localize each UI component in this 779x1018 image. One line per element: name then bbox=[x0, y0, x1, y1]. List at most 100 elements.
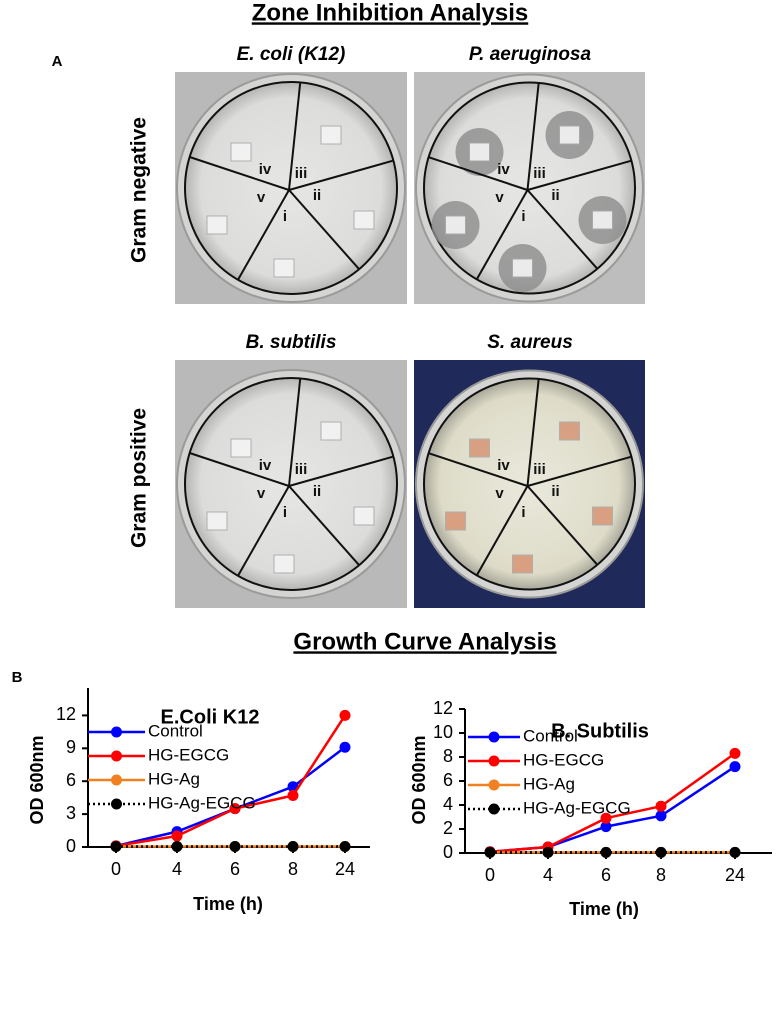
legend-label: Control bbox=[523, 726, 578, 745]
legend-label: HG-Ag-EGCG bbox=[148, 793, 256, 812]
sector-line bbox=[237, 189, 290, 281]
x-tick-label: 0 bbox=[485, 865, 495, 885]
sample-patch bbox=[445, 215, 466, 235]
x-tick-label: 6 bbox=[230, 859, 240, 879]
agar bbox=[184, 81, 398, 295]
y-tick-label: 10 bbox=[433, 722, 453, 742]
legend-marker bbox=[488, 803, 500, 815]
sector-line bbox=[526, 189, 599, 270]
x-axis-label: Time (h) bbox=[193, 894, 263, 914]
panel-b-title: Growth Curve Analysis bbox=[293, 628, 556, 655]
sector-label: iii bbox=[295, 461, 308, 478]
sector-line bbox=[288, 82, 302, 191]
sample-patch bbox=[230, 438, 252, 458]
sample-patch bbox=[559, 421, 580, 441]
sample-patch bbox=[320, 421, 342, 441]
sample-patch bbox=[469, 142, 490, 162]
y-tick-label: 6 bbox=[66, 770, 76, 790]
x-tick-label: 6 bbox=[601, 865, 611, 885]
sample-patch bbox=[592, 506, 613, 526]
sector-line bbox=[527, 159, 632, 191]
agar bbox=[423, 377, 636, 591]
data-point bbox=[171, 830, 183, 842]
sector-label: iii bbox=[533, 461, 546, 478]
sector-label: iii bbox=[295, 165, 308, 182]
sample-patch bbox=[273, 554, 295, 574]
sample-patch bbox=[206, 511, 228, 531]
sector-label: v bbox=[257, 189, 266, 206]
legend-marker bbox=[111, 774, 122, 786]
data-point bbox=[729, 846, 741, 858]
x-tick-label: 0 bbox=[111, 859, 121, 879]
x-tick-label: 24 bbox=[335, 859, 355, 879]
data-point bbox=[339, 741, 351, 753]
legend-marker bbox=[111, 750, 122, 762]
x-tick-label: 8 bbox=[288, 859, 298, 879]
sample-patch bbox=[512, 258, 533, 278]
y-tick-label: 3 bbox=[66, 803, 76, 823]
sector-line bbox=[475, 485, 529, 576]
sector-label: ii bbox=[313, 187, 321, 204]
sector-line bbox=[288, 378, 302, 487]
sector-line bbox=[527, 455, 632, 487]
x-tick-label: 4 bbox=[172, 859, 182, 879]
sample-patch bbox=[469, 438, 490, 458]
sector-line bbox=[288, 159, 394, 191]
data-point bbox=[229, 803, 241, 815]
data-point bbox=[484, 846, 496, 858]
sample-patch bbox=[273, 258, 295, 278]
x-tick-label: 8 bbox=[656, 865, 666, 885]
chart-title: E.Coli K12 bbox=[161, 706, 260, 728]
y-tick-label: 12 bbox=[433, 698, 453, 718]
sector-line bbox=[428, 452, 528, 487]
sector-label: i bbox=[521, 208, 525, 225]
y-tick-label: 9 bbox=[66, 737, 76, 757]
legend-label: HG-EGCG bbox=[148, 745, 229, 764]
sector-label: iv bbox=[259, 161, 272, 178]
sector-label: ii bbox=[551, 483, 559, 500]
data-point bbox=[171, 840, 183, 852]
data-point bbox=[287, 789, 299, 801]
sector-line bbox=[288, 485, 360, 566]
sample-patch bbox=[353, 210, 375, 230]
legend-label: HG-Ag-EGCG bbox=[523, 798, 631, 817]
legend-marker bbox=[111, 726, 122, 738]
sector-label: iv bbox=[497, 457, 510, 474]
x-axis-label: Time (h) bbox=[569, 899, 639, 919]
sector-line bbox=[288, 189, 360, 270]
sector-label: iii bbox=[533, 165, 546, 182]
sector-line bbox=[237, 485, 290, 577]
data-point bbox=[600, 846, 612, 858]
y-tick-label: 8 bbox=[443, 746, 453, 766]
legend-marker bbox=[488, 779, 500, 791]
sector-label: iv bbox=[497, 161, 510, 178]
data-point bbox=[339, 709, 351, 721]
sample-patch bbox=[206, 215, 228, 235]
data-point bbox=[287, 840, 299, 852]
data-point bbox=[655, 846, 667, 858]
plate-title: S. aureus bbox=[487, 332, 573, 353]
sector-line bbox=[475, 189, 529, 280]
data-point bbox=[600, 812, 612, 824]
legend-label: Control bbox=[148, 721, 203, 740]
sector-label: v bbox=[495, 485, 504, 502]
row-label: Gram negative bbox=[128, 117, 151, 263]
data-point bbox=[655, 810, 667, 822]
y-tick-label: 4 bbox=[443, 794, 453, 814]
sector-line bbox=[189, 156, 290, 191]
data-point bbox=[655, 800, 667, 812]
y-tick-label: 6 bbox=[443, 770, 453, 790]
panel-a-title: Zone Inhibition Analysis bbox=[252, 0, 528, 26]
legend-marker bbox=[488, 755, 500, 767]
sector-label: v bbox=[257, 485, 266, 502]
y-axis-label: OD 600nm bbox=[409, 735, 429, 824]
sample-patch bbox=[512, 554, 533, 574]
sector-line bbox=[526, 378, 540, 487]
y-tick-label: 0 bbox=[443, 842, 453, 862]
y-tick-label: 0 bbox=[66, 836, 76, 856]
y-tick-label: 2 bbox=[443, 818, 453, 838]
x-tick-label: 4 bbox=[543, 865, 553, 885]
data-point bbox=[729, 747, 741, 759]
sample-patch bbox=[559, 125, 580, 145]
sector-label: ii bbox=[313, 483, 321, 500]
